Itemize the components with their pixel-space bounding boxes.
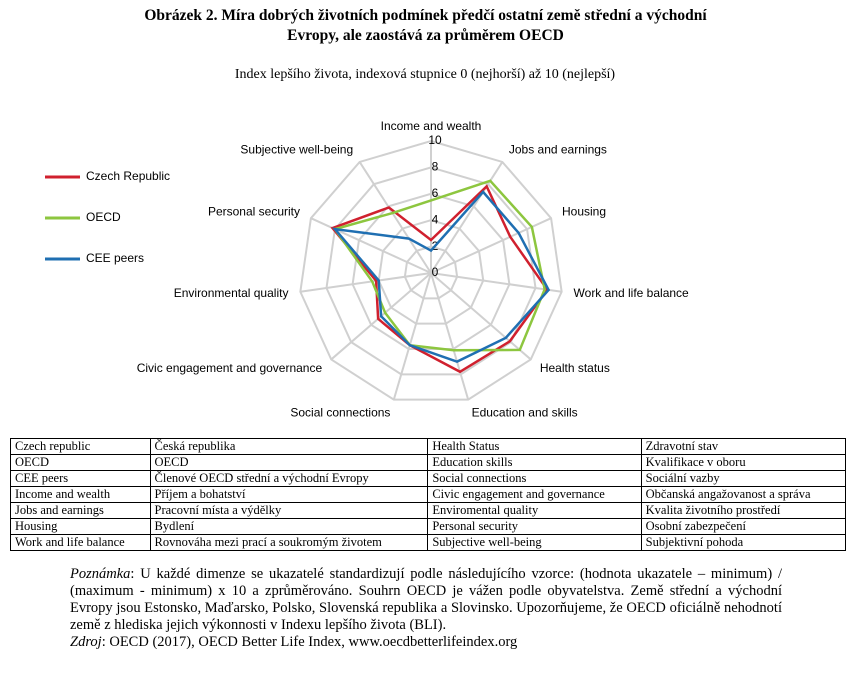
spoke [430, 272, 562, 293]
table-row: Housing Bydlení Personal security Osobní za… [10, 518, 847, 535]
table-cell: Rovnováha mezi prací a soukromým životem [149, 534, 429, 551]
table-cell: Zdravotní stav [640, 438, 847, 455]
title: Obrázek 2. Míra dobrých životních podmín… [0, 6, 851, 46]
table-cell: Česká republika [149, 438, 429, 455]
spoke [392, 272, 432, 400]
table-cell: Civic engagement and governance [427, 486, 642, 503]
axis-label: Social connections [290, 405, 390, 419]
grid-ring [351, 192, 511, 350]
axis-label: Personal security [208, 205, 300, 219]
glossary-table: Czech republic Česká republika Health Stat… [10, 438, 847, 551]
spoke [430, 272, 532, 361]
axis-label: Civic engagement and governance [137, 361, 323, 375]
table-row: Work and life balance Rovnováha mezi prac… [10, 534, 847, 551]
table-cell: CEE peers [10, 470, 151, 487]
table-cell: Education skills [427, 454, 642, 471]
table-cell: Osobní zabezpečení [640, 518, 847, 535]
table-cell: Pracovní místa a výdělky [149, 502, 429, 519]
chart-subtitle: Index lepšího života, indexová stupnice … [235, 67, 616, 82]
table-cell: Subjektivní pohoda [640, 534, 847, 551]
axis-label: Subjective well-being [240, 142, 353, 156]
source-label: Zdroj [70, 634, 102, 650]
table-cell: Sociální vazby [640, 470, 847, 487]
table-cell: Příjem a bohatství [149, 486, 429, 503]
grid-ring [377, 219, 485, 325]
r-tick-label: 8 [432, 160, 439, 174]
table-cell: Income and wealth [10, 486, 151, 503]
table-cell: OECD [149, 454, 429, 471]
r-tick-label: 0 [432, 265, 439, 279]
axis-label: Environmental quality [174, 286, 289, 300]
table-row: OECD OECD Education skills Kvalifikace v ob… [10, 454, 847, 471]
axis-label: Health status [540, 361, 610, 375]
table-cell: Bydlení [149, 518, 429, 535]
r-tick-label: 6 [432, 186, 439, 200]
series-line [330, 184, 549, 374]
table-cell: Kvalita životního prostředí [640, 502, 847, 519]
title-line: Evropy, ale zaostává za průměrem OECD [287, 27, 564, 44]
axis-label: Work and life balance [574, 286, 690, 300]
table-cell: Housing [10, 518, 151, 535]
table-cell: Personal security [427, 518, 642, 535]
notes: Poznámka: U každé dimenze se ukazatelé s… [70, 566, 782, 651]
table-cell: Czech republic [10, 438, 151, 455]
table-cell: Subjective well-being [427, 534, 642, 551]
table-row: Czech republic Česká republika Health Stat… [10, 438, 847, 455]
r-tick-label: 4 [432, 212, 439, 226]
table-row: Income and wealth Příjem a bohatství Civic… [10, 486, 847, 503]
table-cell: Work and life balance [10, 534, 151, 551]
note-text: : U každé dimenze se ukazatelé standardi… [70, 566, 782, 633]
table-cell: Kvalifikace v oboru [640, 454, 847, 471]
axis-label: Jobs and earnings [509, 142, 607, 156]
legend-label: OECD [86, 210, 121, 224]
table-cell: Health Status [427, 438, 642, 455]
grid-ring [403, 245, 459, 300]
spoke [430, 272, 470, 400]
axis-label: Housing [562, 205, 606, 219]
series-line [331, 190, 551, 364]
table-cell: Enviromental quality [427, 502, 642, 519]
table-row: Jobs and earnings Pracovní místa a výdělk… [10, 502, 847, 519]
table-cell: Jobs and earnings [10, 502, 151, 519]
chart: Index lepšího života, indexová stupnice … [45, 67, 690, 419]
legend-label: Czech Republic [86, 169, 170, 183]
note: Poznámka: U každé dimenze se ukazatelé s… [70, 566, 782, 634]
spoke [358, 161, 432, 274]
axis-label: Income and wealth [381, 119, 482, 133]
legend-label: CEE peers [86, 251, 144, 265]
note-label: Poznámka [70, 566, 131, 582]
table-cell: Členové OECD střední a východní Evropy [149, 470, 429, 487]
table-row: CEE peers Členové OECD střední a východní… [10, 470, 847, 487]
source-text: : OECD (2017), OECD Better Life Index, w… [101, 634, 518, 650]
r-tick-label: 10 [428, 133, 442, 147]
axis-label: Education and skills [472, 405, 578, 419]
table-cell: OECD [10, 454, 151, 471]
source: Zdroj: OECD (2017), OECD Better Life Ind… [70, 634, 782, 651]
grid-ring [299, 139, 563, 401]
title-line: Obrázek 2. Míra dobrých životních podmín… [144, 7, 707, 24]
table-cell: Social connections [427, 470, 642, 487]
grid-ring [325, 166, 537, 376]
table-cell: Občanská angažovanost a správa [640, 486, 847, 503]
series-line [332, 179, 546, 352]
spoke [300, 272, 432, 293]
